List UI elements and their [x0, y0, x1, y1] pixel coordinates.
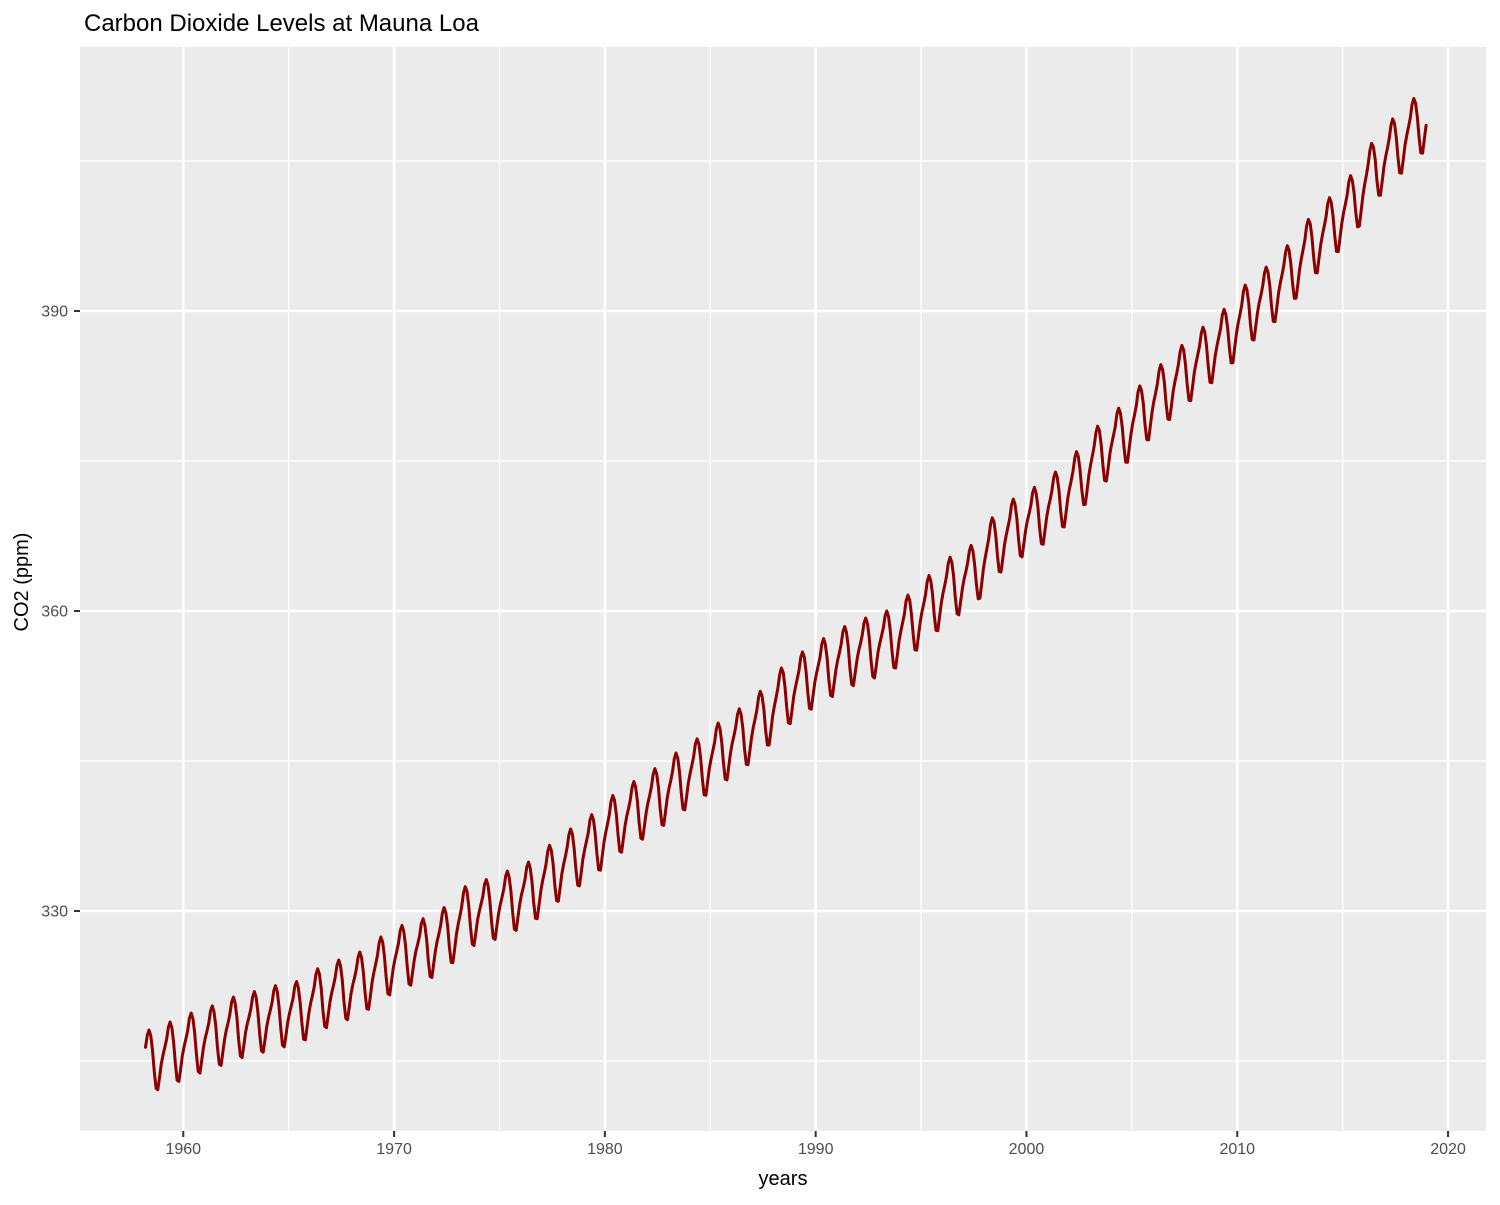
y-tick-label: 330 — [41, 904, 68, 921]
x-tick-label: 2020 — [1430, 1141, 1466, 1158]
x-tick-label: 2010 — [1219, 1141, 1255, 1158]
y-tick-label: 390 — [41, 304, 68, 321]
x-tick-label: 1990 — [798, 1141, 834, 1158]
major-gridlines — [80, 47, 1486, 1131]
x-axis-title: years — [759, 1168, 808, 1190]
x-axis: 1960 1970 1980 1990 2000 2010 2020 — [165, 1131, 1466, 1158]
x-tick-label: 1970 — [376, 1141, 412, 1158]
y-axis-title: CO2 (ppm) — [11, 533, 33, 632]
plot-title: Carbon Dioxide Levels at Mauna Loa — [84, 10, 480, 37]
x-tick-label: 1960 — [165, 1141, 201, 1158]
x-tick-label: 1980 — [587, 1141, 623, 1158]
plot-panel — [80, 47, 1486, 1131]
y-tick-label: 360 — [41, 604, 68, 621]
y-axis: 330 360 390 — [41, 304, 80, 921]
co2-line — [144, 97, 1428, 1092]
x-tick-label: 2000 — [1009, 1141, 1045, 1158]
